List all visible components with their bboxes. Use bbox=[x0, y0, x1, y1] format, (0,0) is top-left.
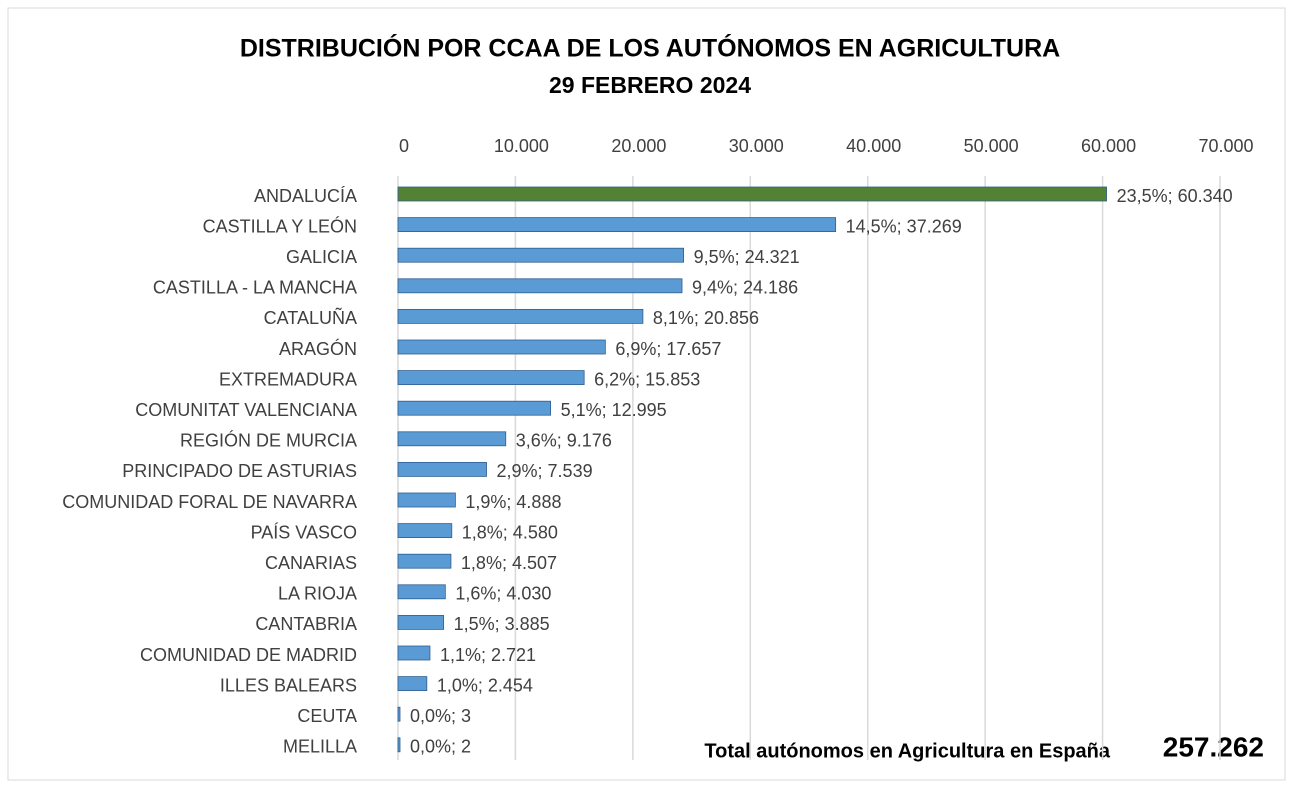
x-tick-label: 0 bbox=[399, 136, 409, 156]
value-label: 1,8%; 4.580 bbox=[462, 522, 558, 542]
value-label: 1,8%; 4.507 bbox=[461, 553, 557, 573]
value-label: 3,6%; 9.176 bbox=[516, 431, 612, 451]
total-label: Total autónomos en Agricultura en España bbox=[704, 740, 1110, 762]
total-value: 257.262 bbox=[1163, 731, 1264, 762]
y-tick-label: COMUNIDAD FORAL DE NAVARRA bbox=[62, 492, 357, 512]
y-tick-label: CEUTA bbox=[297, 706, 357, 726]
bar bbox=[397, 431, 507, 447]
value-label: 8,1%; 20.856 bbox=[653, 308, 759, 328]
value-label: 1,1%; 2.721 bbox=[440, 645, 536, 665]
bar bbox=[397, 523, 453, 538]
x-tick-label: 30.000 bbox=[729, 136, 784, 156]
y-tick-label: EXTREMADURA bbox=[219, 369, 357, 389]
y-tick-label: ILLES BALEARS bbox=[220, 675, 357, 695]
x-tick-label: 60.000 bbox=[1081, 136, 1136, 156]
y-tick-label: CANTABRIA bbox=[255, 614, 357, 634]
y-tick-label: GALICIA bbox=[286, 247, 357, 267]
x-tick-label: 50.000 bbox=[964, 136, 1019, 156]
value-label: 9,4%; 24.186 bbox=[692, 278, 798, 298]
y-tick-label: ANDALUCÍA bbox=[254, 186, 357, 206]
y-tick-label: PRINCIPADO DE ASTURIAS bbox=[122, 461, 357, 481]
bar bbox=[397, 400, 551, 416]
x-tick-label: 10.000 bbox=[494, 136, 549, 156]
y-tick-label: PAÍS VASCO bbox=[251, 522, 357, 542]
bar bbox=[397, 217, 837, 233]
bar bbox=[397, 584, 446, 600]
value-label: 0,0%; 2 bbox=[410, 737, 471, 757]
y-tick-label: MELILLA bbox=[283, 737, 357, 757]
bar bbox=[397, 645, 431, 661]
x-tick-label: 40.000 bbox=[846, 136, 901, 156]
value-label: 1,6%; 4.030 bbox=[455, 584, 551, 604]
value-label: 5,1%; 12.995 bbox=[561, 400, 667, 420]
value-label: 6,9%; 17.657 bbox=[615, 339, 721, 359]
bar bbox=[397, 676, 428, 691]
x-tick-label: 20.000 bbox=[611, 136, 666, 156]
value-label: 1,0%; 2.454 bbox=[437, 675, 533, 695]
y-tick-label: CANARIAS bbox=[265, 553, 357, 573]
chart-frame bbox=[7, 7, 1286, 781]
bar bbox=[397, 706, 401, 722]
bar bbox=[397, 186, 1107, 202]
bar bbox=[397, 247, 684, 263]
bar bbox=[397, 461, 487, 477]
value-label: 14,5%; 37.269 bbox=[846, 216, 962, 236]
y-tick-label: CASTILLA Y LEÓN bbox=[203, 215, 357, 236]
bar bbox=[397, 737, 401, 753]
y-tick-label: ARAGÓN bbox=[279, 338, 357, 359]
bar bbox=[397, 553, 452, 569]
value-label: 9,5%; 24.321 bbox=[694, 247, 800, 267]
bar bbox=[397, 339, 606, 355]
y-tick-label: CATALUÑA bbox=[264, 307, 357, 328]
bar bbox=[397, 370, 585, 386]
y-tick-label: CASTILLA - LA MANCHA bbox=[153, 278, 357, 298]
y-tick-label: LA RIOJA bbox=[278, 584, 357, 604]
bar bbox=[397, 278, 683, 294]
bar bbox=[397, 492, 456, 508]
value-label: 1,9%; 4.888 bbox=[465, 492, 561, 512]
chart-subtitle: 29 FEBRERO 2024 bbox=[549, 72, 751, 98]
value-label: 0,0%; 3 bbox=[410, 706, 471, 726]
x-tick-label: 70.000 bbox=[1198, 136, 1253, 156]
y-tick-label: REGIÓN DE MURCIA bbox=[180, 430, 357, 451]
value-label: 6,2%; 15.853 bbox=[594, 369, 700, 389]
y-tick-label: COMUNIDAD DE MADRID bbox=[140, 645, 357, 665]
chart-title: DISTRIBUCIÓN POR CCAA DE LOS AUTÓNOMOS E… bbox=[240, 33, 1060, 63]
value-label: 23,5%; 60.340 bbox=[1117, 186, 1233, 206]
y-tick-label: COMUNITAT VALENCIANA bbox=[135, 400, 357, 420]
value-label: 1,5%; 3.885 bbox=[454, 614, 550, 634]
bar bbox=[397, 615, 445, 630]
bar bbox=[397, 308, 644, 324]
value-label: 2,9%; 7.539 bbox=[497, 461, 593, 481]
